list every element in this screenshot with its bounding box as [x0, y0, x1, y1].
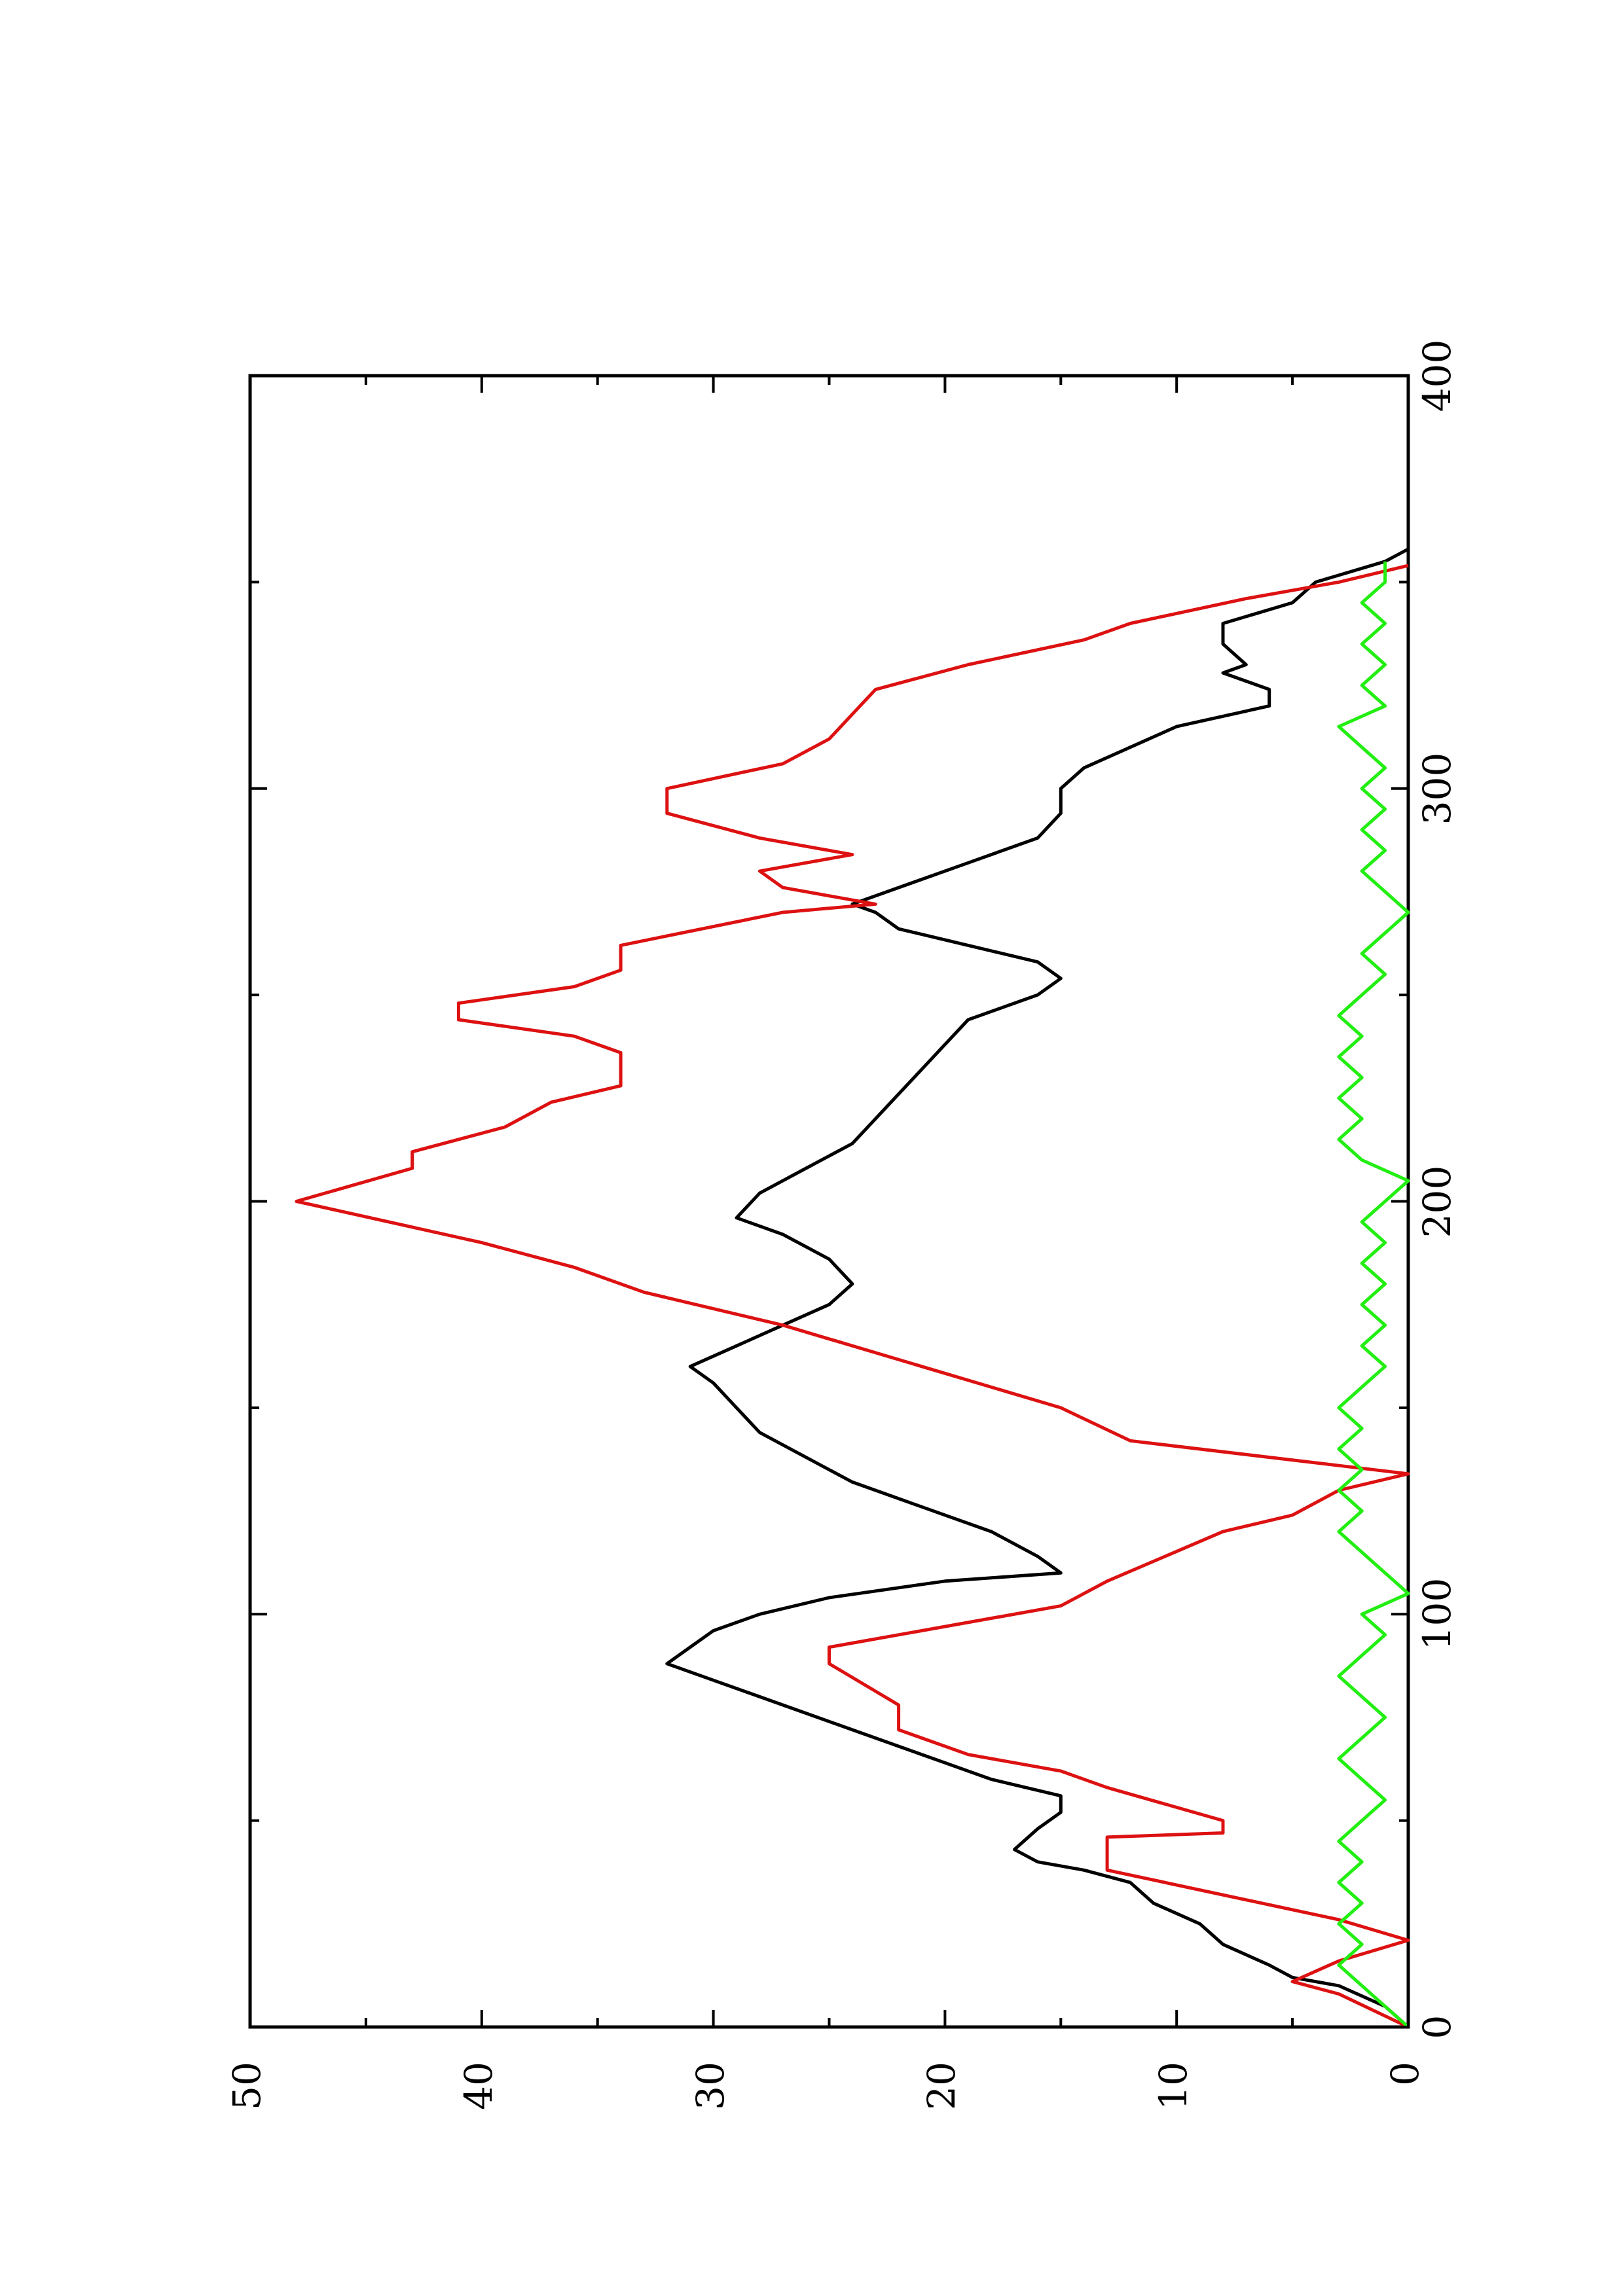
y-tick-label-20: 20	[919, 2062, 964, 2110]
y-tick-label-30: 30	[688, 2062, 733, 2110]
tick-layer	[249, 374, 1410, 2028]
series-line-1	[665, 547, 1410, 2028]
plot-area	[248, 374, 1410, 2029]
x-tick-label-300: 300	[1415, 753, 1459, 825]
series-layer	[295, 547, 1410, 2029]
series-line-2	[295, 564, 1410, 2029]
y-tick-label-0: 0	[1383, 2062, 1427, 2086]
y-tick-label-40: 40	[456, 2062, 501, 2110]
series-line-3	[1337, 561, 1410, 2028]
x-tick-label-200: 200	[1415, 1166, 1459, 1238]
x-tick-label-0: 0	[1415, 2015, 1459, 2039]
y-tick-label-50: 50	[225, 2062, 269, 2110]
plot-frame	[248, 374, 1410, 2029]
x-tick-label-100: 100	[1415, 1578, 1459, 1651]
x-tick-label-400: 400	[1415, 340, 1459, 412]
y-tick-label-10: 10	[1151, 2062, 1195, 2110]
